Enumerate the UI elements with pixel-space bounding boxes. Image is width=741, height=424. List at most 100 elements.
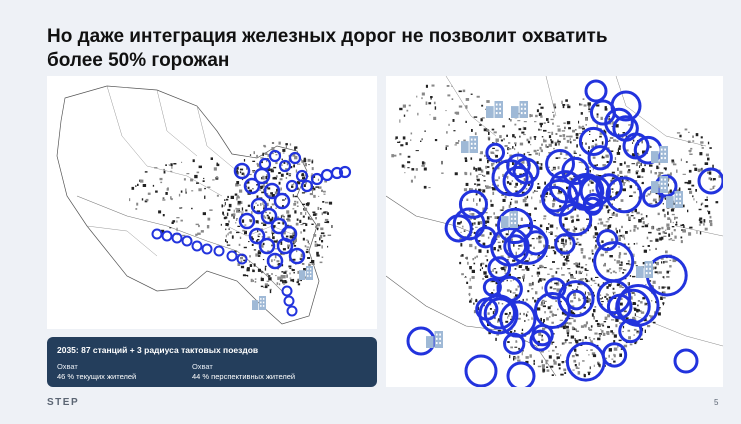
building-block	[592, 354, 597, 358]
building-block	[687, 140, 691, 143]
building-block	[621, 225, 623, 229]
building-block	[448, 123, 450, 126]
building-block	[661, 226, 664, 230]
building-block	[548, 223, 550, 225]
building-block	[598, 363, 600, 366]
building-block	[467, 261, 469, 265]
building-block	[271, 147, 275, 151]
coverage-ring	[673, 348, 699, 374]
building-block	[635, 265, 638, 267]
building-block	[480, 169, 484, 173]
building-block	[641, 176, 644, 178]
building-block	[407, 161, 411, 164]
building-block	[664, 232, 667, 234]
building-block	[282, 205, 284, 208]
building-block	[500, 267, 502, 269]
building-block	[239, 168, 244, 171]
coverage-ring	[201, 243, 213, 255]
coverage-ring	[507, 223, 549, 265]
building-block	[498, 245, 502, 249]
building-block	[600, 253, 604, 257]
building-block	[289, 235, 293, 239]
building-block	[322, 234, 325, 236]
building-block	[567, 122, 570, 125]
building-block	[695, 133, 699, 137]
building-block	[532, 191, 535, 194]
building-block	[559, 134, 562, 137]
building-block	[326, 221, 330, 224]
building-block	[596, 164, 598, 166]
building-block	[270, 192, 273, 195]
building-block	[706, 196, 708, 199]
building-block	[650, 190, 652, 195]
building-block	[492, 191, 495, 195]
building-block	[501, 194, 504, 196]
building-block	[310, 218, 313, 221]
building-block	[532, 297, 534, 300]
building-block	[289, 143, 292, 146]
building-block	[662, 302, 664, 306]
building-block	[564, 146, 568, 149]
building-block	[595, 276, 599, 278]
building-block	[687, 209, 689, 213]
building-block	[630, 215, 634, 217]
building-block	[509, 312, 511, 315]
building-block	[486, 216, 490, 220]
coverage-ring	[545, 149, 576, 179]
building-block	[661, 261, 663, 264]
slide-title: Но даже интеграция железных дорог не поз…	[47, 25, 647, 73]
building-block	[616, 283, 621, 287]
building-block	[434, 139, 438, 142]
building-block	[633, 261, 637, 265]
building-block	[182, 234, 186, 237]
building-block	[260, 203, 262, 206]
building-block	[613, 334, 617, 338]
building-block	[484, 154, 486, 157]
building-block	[271, 273, 273, 275]
building-block	[281, 271, 284, 273]
building-block	[313, 194, 316, 198]
building-block	[576, 218, 580, 222]
building-block	[598, 333, 602, 335]
building-block	[610, 330, 613, 333]
building-block	[713, 185, 716, 187]
building-block	[250, 236, 253, 239]
building-block	[551, 246, 555, 249]
building-block	[168, 164, 170, 166]
building-block	[287, 244, 291, 247]
building-block	[553, 147, 555, 150]
building-block	[293, 203, 297, 206]
building-block	[594, 227, 597, 231]
building-block	[604, 295, 607, 298]
building-block	[321, 256, 324, 258]
building-block	[473, 231, 476, 234]
building-block	[667, 178, 670, 180]
building-block	[696, 230, 698, 234]
building-block	[512, 259, 516, 262]
building-block	[704, 199, 708, 201]
building-block	[648, 231, 652, 234]
building-block	[707, 210, 709, 213]
building-block	[486, 259, 489, 262]
building-block	[458, 90, 462, 93]
building-block	[642, 221, 645, 225]
building-block	[486, 166, 490, 168]
building-block	[463, 188, 468, 192]
building-block	[239, 189, 243, 193]
building-block	[694, 167, 698, 171]
coverage-ring	[181, 235, 193, 247]
building-block	[245, 274, 249, 277]
building-block	[468, 293, 471, 295]
building-block	[482, 277, 485, 280]
building-block	[527, 290, 530, 293]
building-block	[261, 191, 265, 194]
building-block	[504, 268, 506, 272]
building-block	[176, 220, 178, 223]
building-block	[642, 245, 645, 247]
building-block	[692, 140, 695, 142]
building-block	[551, 131, 554, 135]
building-block	[534, 190, 538, 192]
building-block	[596, 113, 599, 116]
building-block	[473, 302, 475, 305]
building-block	[564, 339, 568, 341]
